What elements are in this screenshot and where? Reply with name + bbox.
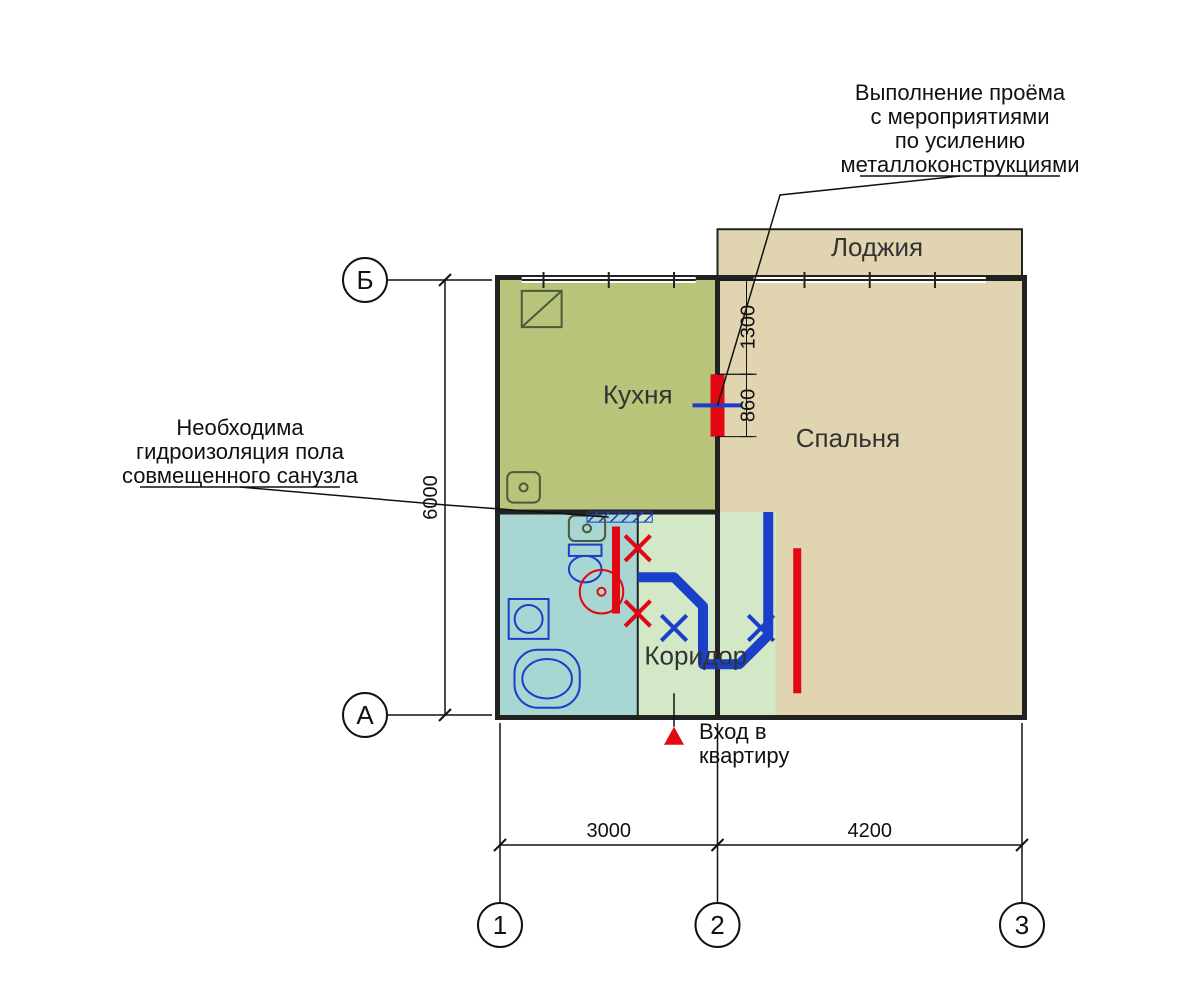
dim-860: 860 <box>738 389 760 422</box>
room-label-Коридор: Коридор <box>644 640 747 670</box>
dim-3000: 3000 <box>587 820 632 842</box>
grid-label-А: А <box>356 700 374 730</box>
svg-text:Выполнение проёма: Выполнение проёма <box>855 80 1066 105</box>
svg-text:гидроизоляция пола: гидроизоляция пола <box>136 439 345 464</box>
svg-text:металлоконструкциями: металлоконструкциями <box>840 152 1079 177</box>
room-label-Лоджия: Лоджия <box>831 232 923 262</box>
grid-label-2: 2 <box>710 910 724 940</box>
floorplan: КухняСпальняКоридорЛоджия1300860Выполнен… <box>0 0 1200 1000</box>
dim-4200: 4200 <box>848 820 893 842</box>
room-label-Спальня: Спальня <box>796 423 900 453</box>
entrance-label: квартиру <box>699 743 789 768</box>
grid-label-Б: Б <box>356 265 373 295</box>
room-label-Кухня: Кухня <box>603 379 673 409</box>
svg-text:по усилению: по усилению <box>895 128 1025 153</box>
svg-text:Необходима: Необходима <box>176 415 304 440</box>
svg-text:совмещенного санузла: совмещенного санузла <box>122 463 359 488</box>
dim-6000: 6000 <box>420 475 442 520</box>
entrance-label: Вход в <box>699 719 767 744</box>
hatched-strip <box>587 512 652 522</box>
entrance-marker-icon <box>664 727 684 745</box>
grid-label-1: 1 <box>493 910 507 940</box>
svg-text:с мероприятиями: с мероприятиями <box>871 104 1050 129</box>
floorplan-svg: КухняСпальняКоридорЛоджия1300860Выполнен… <box>0 0 1200 1000</box>
grid-label-3: 3 <box>1015 910 1029 940</box>
